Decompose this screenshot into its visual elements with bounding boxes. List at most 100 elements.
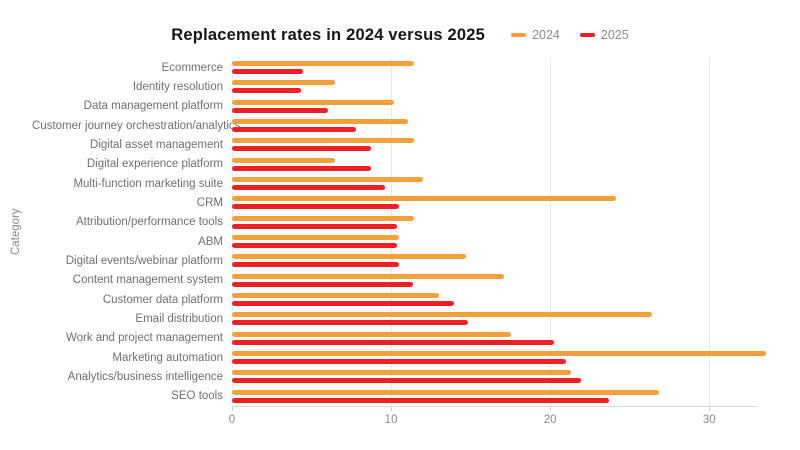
- category-label: Analytics/business intelligence: [67, 370, 223, 383]
- bar-pair: [232, 387, 800, 406]
- legend: 2024 2025: [511, 28, 629, 42]
- bar-2024: [232, 157, 336, 163]
- category-row: Attribution/performance tools: [32, 213, 800, 232]
- legend-swatch-2024-icon: [511, 32, 527, 38]
- category-label: CRM: [196, 196, 223, 209]
- bar-pair: [232, 97, 800, 116]
- bar-2024: [232, 312, 652, 318]
- category-row: CRM: [32, 193, 800, 212]
- x-tick-10: [391, 407, 393, 411]
- category-label: ABM: [198, 235, 223, 248]
- bar-2025: [232, 146, 372, 152]
- bar-2024: [232, 370, 572, 376]
- category-row: Multi-function marketing suite: [32, 174, 800, 193]
- category-row: Analytics/business intelligence: [32, 367, 800, 386]
- category-label: Identity resolution: [132, 80, 223, 93]
- bar-2025: [232, 359, 566, 365]
- x-tick-0: [232, 407, 233, 411]
- bar-2025: [232, 320, 468, 326]
- category-label: Attribution/performance tools: [75, 216, 223, 229]
- category-label: SEO tools: [171, 390, 223, 403]
- bar-2025: [232, 69, 303, 75]
- x-tick-30: [709, 407, 711, 411]
- bar-2025: [232, 243, 398, 249]
- legend-label-2024: 2024: [532, 28, 560, 42]
- bar-pair: [232, 77, 800, 96]
- category-label: Customer journey orchestration/analytics: [32, 119, 241, 132]
- bar-2025: [232, 262, 399, 268]
- category-row: Email distribution: [32, 309, 800, 328]
- bar-2024: [232, 293, 439, 299]
- bar-pair: [232, 174, 800, 193]
- bar-rows: Ecommerce Identity resolution Data manag…: [32, 58, 800, 406]
- bar-2025: [232, 223, 398, 229]
- bar-pair: [232, 213, 800, 232]
- category-row: Identity resolution: [32, 77, 800, 96]
- bar-2024: [232, 235, 399, 241]
- y-axis-title: Category: [10, 208, 22, 256]
- bar-2024: [232, 215, 415, 221]
- category-row: Customer journey orchestration/analytics: [32, 116, 800, 135]
- bar-pair: [232, 232, 800, 251]
- category-label: Digital asset management: [90, 138, 223, 151]
- chart-body: Category Ecommerce Identity resolution D…: [0, 58, 800, 406]
- category-row: ABM: [32, 232, 800, 251]
- bar-pair: [232, 367, 800, 386]
- bar-2024: [232, 119, 408, 125]
- bar-2024: [232, 196, 616, 202]
- bar-2025: [232, 185, 386, 191]
- bar-2024: [232, 254, 467, 260]
- bar-2025: [232, 88, 301, 94]
- x-tick-label-20: 20: [543, 414, 557, 426]
- category-label: Email distribution: [135, 312, 223, 325]
- bar-2024: [232, 389, 659, 395]
- bar-pair: [232, 309, 800, 328]
- bar-2025: [232, 397, 609, 403]
- category-label: Data management platform: [83, 100, 223, 113]
- legend-swatch-2025-icon: [579, 32, 595, 38]
- category-row: Data management platform: [32, 97, 800, 116]
- bar-2025: [232, 127, 356, 133]
- x-tick-label-30: 30: [702, 414, 716, 426]
- bar-2025: [232, 281, 413, 287]
- bar-2025: [232, 301, 455, 307]
- category-row: Marketing automation: [32, 348, 800, 367]
- bar-pair: [232, 329, 800, 348]
- bar-pair: [232, 155, 800, 174]
- chart-header: Replacement rates in 2024 versus 2025 20…: [0, 0, 800, 50]
- category-row: Work and project management: [32, 329, 800, 348]
- category-label: Marketing automation: [112, 351, 223, 364]
- bar-2024: [232, 61, 415, 67]
- category-row: SEO tools: [32, 387, 800, 406]
- category-label: Work and project management: [65, 332, 223, 345]
- category-row: Digital events/webinar platform: [32, 251, 800, 270]
- category-row: Digital asset management: [32, 135, 800, 154]
- category-label: Digital experience platform: [86, 158, 223, 171]
- bar-2025: [232, 378, 582, 384]
- category-label: Digital events/webinar platform: [65, 254, 223, 267]
- x-tick-20: [550, 407, 552, 411]
- x-tick-label-0: 0: [228, 414, 236, 426]
- category-row: Content management system: [32, 271, 800, 290]
- bar-2025: [232, 107, 329, 113]
- legend-item-2025[interactable]: 2025: [579, 28, 629, 42]
- bar-pair: [232, 290, 800, 309]
- bar-2024: [232, 80, 336, 86]
- legend-item-2024[interactable]: 2024: [511, 28, 560, 42]
- bar-pair: [232, 58, 800, 77]
- bar-2024: [232, 177, 424, 183]
- bar-pair: [232, 348, 800, 367]
- category-label: Multi-function marketing suite: [73, 177, 223, 190]
- bar-2024: [232, 351, 766, 357]
- bar-2024: [232, 331, 511, 337]
- bar-pair: [232, 271, 800, 290]
- bar-pair: [232, 116, 800, 135]
- category-label: Content management system: [72, 274, 223, 287]
- bar-pair: [232, 251, 800, 270]
- bar-2024: [232, 273, 504, 279]
- category-label: Customer data platform: [102, 293, 223, 306]
- chart-title: Replacement rates in 2024 versus 2025: [171, 25, 486, 44]
- x-axis: 0 10 20 30: [228, 406, 757, 433]
- category-row: Ecommerce: [32, 58, 800, 77]
- bar-pair: [232, 193, 800, 212]
